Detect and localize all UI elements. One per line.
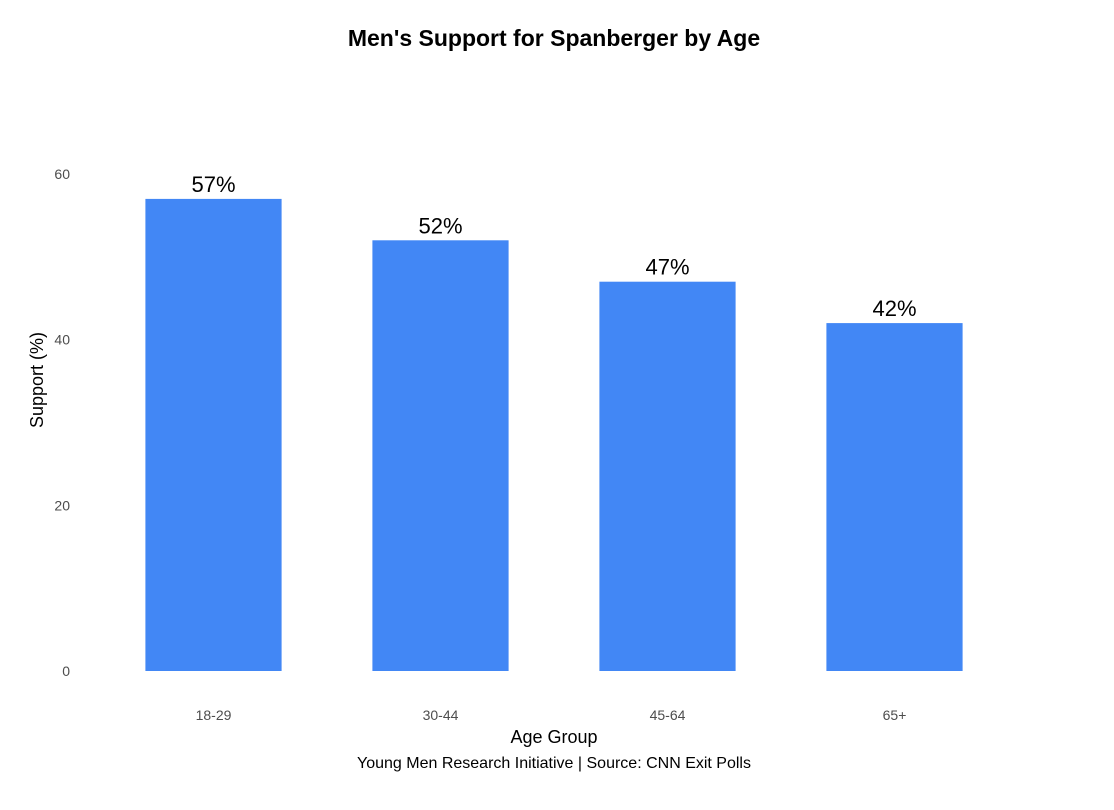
x-tick-label-30-44: 30-44 — [423, 707, 459, 723]
x-tick-label-18-29: 18-29 — [196, 707, 232, 723]
bars-group — [145, 198, 963, 672]
bar-18-29 — [145, 198, 282, 671]
bar-30-44 — [372, 240, 509, 672]
y-tick-label-60: 60 — [54, 166, 70, 182]
y-tick-label-0: 0 — [62, 663, 70, 679]
y-tick-label-40: 40 — [54, 332, 70, 348]
y-tick-label-20: 20 — [54, 497, 70, 513]
x-tick-label-45-64: 45-64 — [650, 707, 686, 723]
data-label-30-44: 52% — [418, 213, 462, 238]
chart-title: Men's Support for Spanberger by Age — [348, 25, 760, 51]
data-labels-group: 57% 52% 47% 42% — [191, 172, 916, 321]
data-label-18-29: 57% — [191, 172, 235, 197]
x-axis-title: Age Group — [510, 727, 597, 747]
bar-45-64 — [599, 281, 736, 671]
data-label-65+: 42% — [872, 296, 916, 321]
chart-caption: Young Men Research Initiative | Source: … — [357, 755, 751, 772]
y-axis-title: Support (%) — [27, 332, 47, 428]
x-tick-label-65+: 65+ — [883, 707, 907, 723]
data-label-45-64: 47% — [645, 255, 689, 280]
bar-65+ — [826, 323, 963, 671]
y-axis-ticks: 0 20 40 60 — [54, 166, 70, 679]
x-axis-ticks: 18-29 30-44 45-64 65+ — [196, 707, 907, 723]
